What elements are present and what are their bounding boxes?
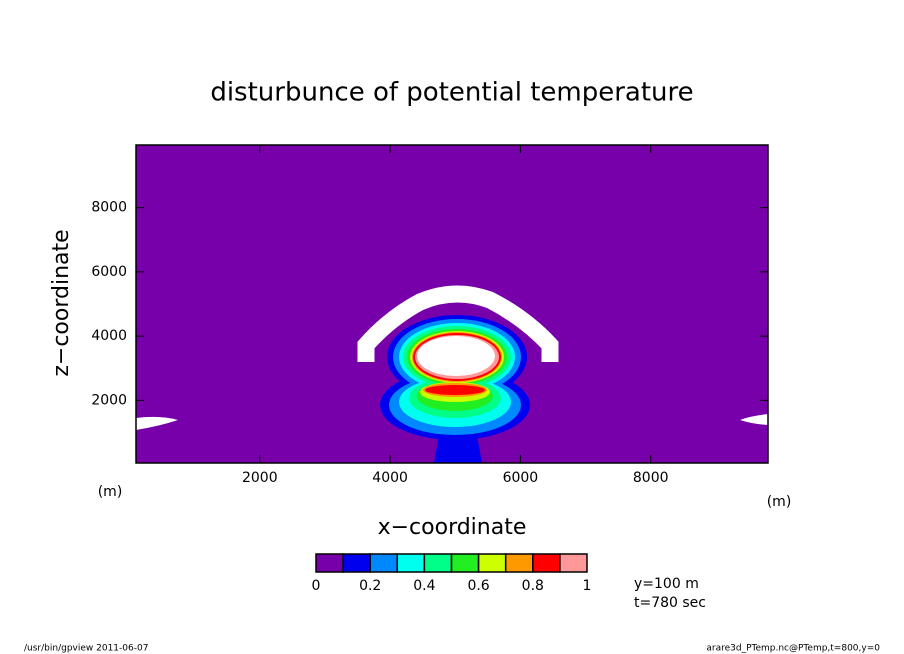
contour-blobs [380,315,530,463]
x-axis-label: x−coordinate [378,515,527,540]
colorbar-tick-label: 1 [583,578,592,594]
plot-area [135,144,769,464]
x-unit: (m) [98,484,123,500]
colorbar-tick-label: 0.8 [522,578,544,594]
white-patch [740,414,768,425]
annotation: t=780 sec [634,595,706,611]
colorbar-tick-label: 0.4 [413,578,435,594]
colorbar-box [504,553,534,573]
y-unit: (m) [767,494,792,510]
colorbar-box [342,553,371,573]
colorbar-box [315,553,344,573]
y-tick-label: 6000 [91,264,127,280]
colorbar-box [423,553,453,573]
colorbar-box [559,553,588,573]
contour-hole [417,336,495,376]
colorbar-tick-label: 0 [312,578,321,594]
frame [135,144,769,464]
y-axis-label: z−coordinate [49,229,74,376]
y-tick-label: 4000 [91,328,127,344]
x-tick-label: 2000 [242,470,278,486]
y-tick-label: 8000 [91,200,127,216]
annotation: y=100 m [634,576,699,592]
y-tick-label: 2000 [91,392,127,408]
chart-title: disturbunce of potential temperature [210,78,693,108]
white-arch [357,285,559,362]
x-tick-label: 8000 [633,470,669,486]
colorbar-box [369,553,399,573]
colorbar: 0 0.2 0.4 0.6 0.8 1 [312,553,592,594]
white-patch [136,416,178,430]
colorbar-box [396,553,426,573]
contour-region [425,385,485,395]
colorbar-tick-label: 0.6 [467,578,489,594]
x-tick-label: 6000 [503,470,539,486]
colorbar-box [450,553,480,573]
footer-right: arare3d_PTemp.nc@PTemp,t=800,y=0 [706,644,880,654]
x-tick-label: 4000 [372,470,408,486]
colorbar-tick-label: 0.2 [359,578,381,594]
colorbar-box [477,553,507,573]
footer-left: /usr/bin/gpview 2011-06-07 [24,644,148,654]
colorbar-box [532,553,561,573]
